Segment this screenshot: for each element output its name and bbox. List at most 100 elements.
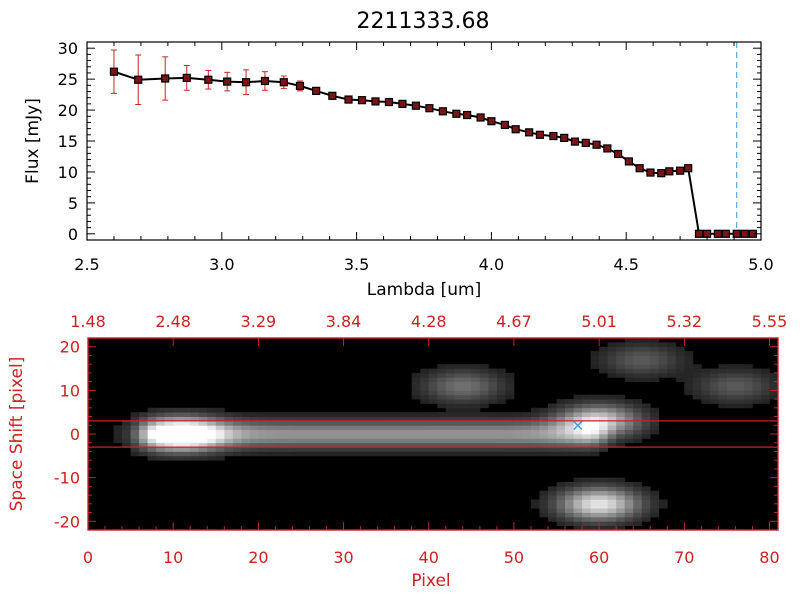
image-pixel <box>573 482 583 487</box>
image-pixel <box>607 355 617 361</box>
image-pixel <box>249 412 259 417</box>
image-pixel <box>633 403 643 409</box>
image-pixel <box>309 451 319 457</box>
image-pixel <box>616 525 626 531</box>
image-pixel <box>505 386 515 391</box>
image-pixel <box>156 451 166 457</box>
image-pixel <box>505 425 515 431</box>
image-pixel <box>607 477 617 483</box>
image-pixel <box>309 442 319 448</box>
image-pixel <box>335 442 344 448</box>
image-pixel <box>164 407 174 413</box>
image-pixel <box>530 503 540 509</box>
image-pixel <box>139 447 149 452</box>
image-pixel <box>760 394 770 400</box>
image-pixel <box>394 416 404 422</box>
image-pixel <box>548 416 557 422</box>
image-pixel <box>513 425 523 431</box>
image-pixel <box>650 512 660 518</box>
image-pixel <box>582 394 591 400</box>
image-pixel <box>215 407 225 413</box>
image-pixel <box>266 416 276 422</box>
image-pixel <box>633 416 643 422</box>
image-pixel <box>479 386 489 391</box>
image-pixel <box>582 425 591 431</box>
image-pixel <box>590 512 600 518</box>
image-pixel <box>300 451 310 457</box>
image-pixel <box>633 434 643 439</box>
image-pixel <box>471 364 481 369</box>
image-pixel <box>607 486 617 492</box>
data-point <box>487 117 496 126</box>
image-pixel <box>616 368 626 374</box>
image-pixel <box>420 377 430 383</box>
image-pixel <box>454 386 464 391</box>
image-pixel <box>411 390 421 396</box>
image-pixel <box>420 429 430 435</box>
image-pixel <box>513 438 523 444</box>
image-pixel <box>215 434 225 439</box>
image-pixel <box>684 377 694 383</box>
image-pixel <box>462 377 472 383</box>
image-pixel <box>437 386 447 391</box>
image-pixel <box>590 451 600 457</box>
image-pixel <box>471 372 481 378</box>
image-pixel <box>641 508 651 513</box>
image-pixel <box>181 442 191 448</box>
image-pixel <box>590 508 600 513</box>
image-pixel <box>616 425 626 431</box>
image-pixel <box>369 412 379 417</box>
image-pixel <box>718 377 728 383</box>
image-pixel <box>437 381 447 387</box>
image-pixel <box>266 425 276 431</box>
image-pixel <box>156 416 166 422</box>
wavelength-marker: × <box>571 415 584 434</box>
image-pixel <box>386 420 396 426</box>
image-pixel <box>420 434 430 439</box>
image-pixel <box>377 442 387 448</box>
image-pixel <box>198 429 208 435</box>
image-pixel <box>769 381 779 387</box>
image-pixel <box>360 447 370 452</box>
image-pixel <box>283 434 293 439</box>
image-pixel <box>420 442 430 448</box>
image-pixel <box>633 342 643 348</box>
image-pixel <box>513 447 523 452</box>
image-pixel <box>556 512 566 518</box>
data-point <box>438 107 447 116</box>
image-pixel <box>607 516 617 522</box>
image-pixel <box>283 420 293 426</box>
image-pixel <box>650 416 660 422</box>
image-pixel <box>684 359 694 365</box>
image-pixel <box>641 407 651 413</box>
spectrum-x-label: Lambda [um] <box>367 280 481 300</box>
image-pixel <box>582 403 591 409</box>
data-point <box>676 166 685 175</box>
image-pixel <box>454 416 464 422</box>
image-pixel <box>556 486 566 492</box>
image-pixel <box>599 495 609 500</box>
image-pixel <box>454 412 464 417</box>
x-tick-label: 5.0 <box>748 255 773 274</box>
image-pixel <box>173 425 183 431</box>
image-pixel <box>258 442 268 448</box>
image-pixel <box>556 420 566 426</box>
image-pixel <box>633 438 643 444</box>
image-pixel <box>769 394 779 400</box>
image-pixel <box>590 438 600 444</box>
image-pixel <box>437 447 447 452</box>
image-pixel <box>565 399 574 404</box>
image-pixel <box>709 399 719 404</box>
image-pixel <box>565 416 574 422</box>
spectral-image <box>88 338 779 531</box>
image-pixel <box>735 381 745 387</box>
image-x-ticks: 0 10 20 30 40 50 60 70 80 <box>83 522 780 567</box>
y-tick-label: 30 <box>58 39 78 58</box>
image-pixel <box>190 416 200 422</box>
image-pixel <box>565 521 574 527</box>
image-pixel <box>607 416 617 422</box>
image-pixel <box>573 403 583 409</box>
image-pixel <box>743 403 753 409</box>
image-pixel <box>573 438 583 444</box>
image-pixel <box>743 381 753 387</box>
